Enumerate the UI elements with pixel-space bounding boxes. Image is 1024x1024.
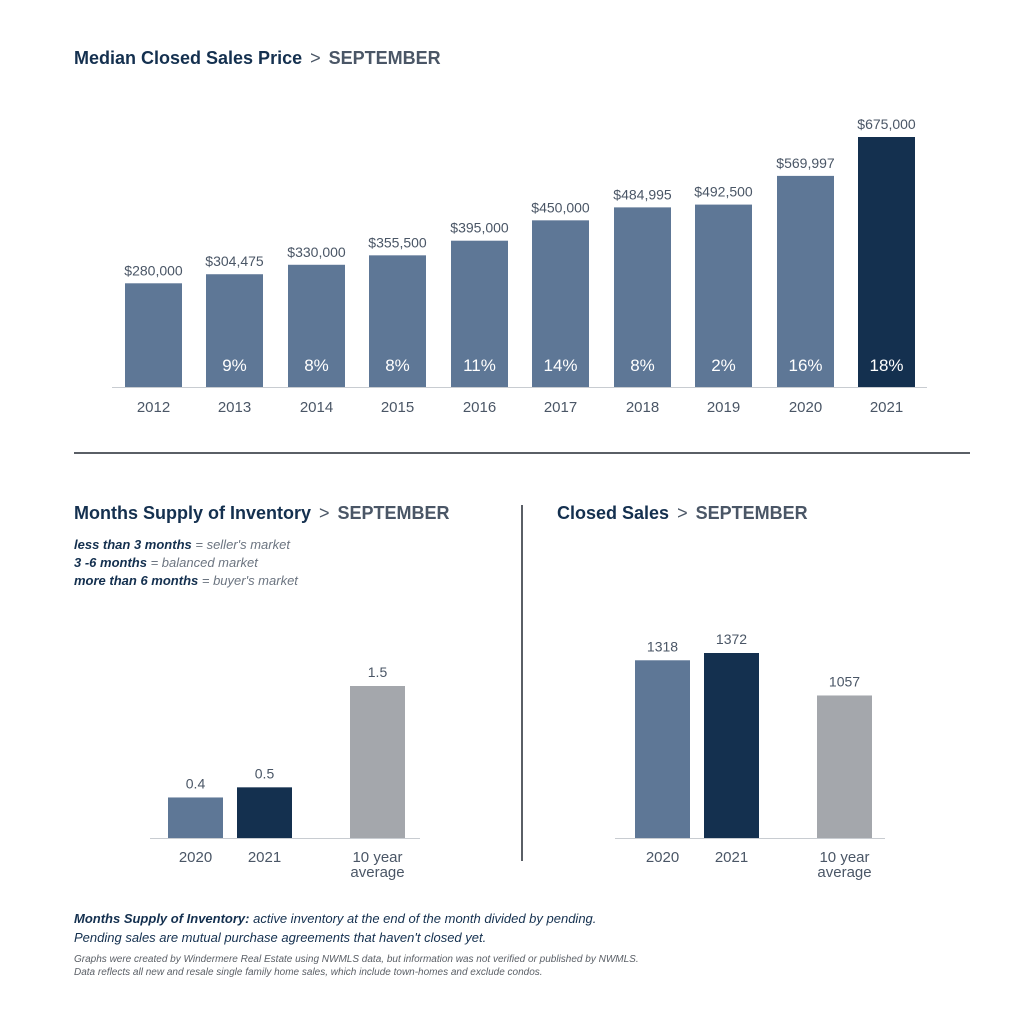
sales-bar-2: [817, 695, 872, 838]
price-bar-2020: [777, 175, 834, 387]
sales-value-label: 1318: [647, 638, 678, 654]
price-pct-change-label: 18%: [869, 356, 903, 375]
price-bar-2015: [369, 255, 426, 387]
price-bar-2018: [614, 207, 671, 387]
price-pct-change-label: 9%: [222, 356, 247, 375]
price-value-label: $450,000: [531, 199, 590, 215]
legend-balanced: 3 -6 months = balanced market: [74, 555, 258, 570]
supply-value-label: 0.5: [255, 765, 275, 781]
footnote-scope: Data reflects all new and resale single …: [74, 967, 543, 978]
price-bar-2014: [288, 264, 345, 387]
footnote: Months Supply of Inventory: active inven…: [74, 909, 974, 979]
supply-category-label: 10 year: [352, 849, 402, 866]
title-separator: >: [319, 503, 330, 523]
price-year-label: 2018: [626, 399, 659, 416]
price-bar-2013: [206, 274, 263, 387]
price-year-label: 2013: [218, 399, 251, 416]
months-supply-title-text: Months Supply of Inventory: [74, 503, 311, 523]
legend-seller: less than 3 months = seller's market: [74, 537, 290, 552]
price-bar-2016: [451, 240, 508, 387]
price-value-label: $330,000: [287, 244, 346, 260]
sales-value-label: 1057: [829, 673, 860, 689]
closed-sales-title: Closed Sales > SEPTEMBER: [557, 503, 808, 524]
price-value-label: $675,000: [857, 116, 916, 132]
median-price-month: SEPTEMBER: [328, 48, 441, 68]
price-year-label: 2019: [707, 399, 740, 416]
median-price-title-text: Median Closed Sales Price: [74, 48, 303, 68]
price-value-label: $569,997: [776, 155, 835, 171]
price-year-label: 2017: [544, 399, 577, 416]
supply-category-label: 2020: [179, 849, 212, 866]
sales-value-label: 1372: [716, 631, 747, 647]
price-value-label: $280,000: [124, 262, 183, 278]
title-separator: >: [310, 48, 321, 68]
supply-value-label: 0.4: [186, 775, 206, 791]
price-bar-2021: [858, 137, 915, 387]
sales-category-label: 10 year: [819, 849, 869, 866]
supply-bar-0: [168, 797, 223, 838]
footnote-source: Graphs were created by Windermere Real E…: [74, 954, 639, 965]
footnote-line-1: Months Supply of Inventory: active inven…: [74, 911, 597, 926]
months-supply-title: Months Supply of Inventory > SEPTEMBER: [74, 503, 450, 524]
price-value-label: $304,475: [205, 253, 264, 269]
price-pct-change-label: 8%: [630, 356, 655, 375]
price-year-label: 2021: [870, 399, 903, 416]
price-year-label: 2014: [300, 399, 333, 416]
price-year-label: 2020: [789, 399, 822, 416]
median-price-chart: $280,000 2012 $304,475 9% 2013 $330,000 8% 2014…: [112, 116, 927, 416]
supply-value-label: 1.5: [368, 664, 388, 680]
price-value-label: $355,500: [368, 234, 427, 250]
supply-category-label: 2021: [248, 849, 281, 866]
price-pct-change-label: 16%: [788, 356, 822, 375]
closed-sales-title-text: Closed Sales: [557, 503, 670, 523]
price-year-label: 2015: [381, 399, 414, 416]
supply-category-label: average: [350, 864, 404, 881]
closed-sales-month: SEPTEMBER: [695, 503, 808, 523]
price-bar-2012: [125, 283, 182, 387]
sales-bar-1: [704, 653, 759, 838]
sales-category-label: 2020: [646, 849, 679, 866]
supply-bar-1: [237, 787, 292, 838]
median-price-title: Median Closed Sales Price > SEPTEMBER: [74, 48, 441, 69]
section-divider: [74, 452, 970, 454]
price-year-label: 2012: [137, 399, 170, 416]
sales-category-label: 2021: [715, 849, 748, 866]
price-pct-change-label: 2%: [711, 356, 736, 375]
price-pct-change-label: 11%: [463, 356, 496, 375]
price-value-label: $484,995: [613, 186, 672, 202]
vertical-divider: [521, 505, 523, 861]
price-pct-change-label: 8%: [385, 356, 410, 375]
supply-bar-2: [350, 686, 405, 838]
sales-bar-0: [635, 660, 690, 838]
price-year-label: 2016: [463, 399, 496, 416]
price-bar-2017: [532, 220, 589, 387]
months-supply-month: SEPTEMBER: [337, 503, 450, 523]
legend-buyer: more than 6 months = buyer's market: [74, 573, 298, 588]
price-pct-change-label: 14%: [543, 356, 577, 375]
market-legend: less than 3 months = seller's market 3 -…: [74, 536, 298, 590]
price-pct-change-label: 8%: [304, 356, 329, 375]
price-value-label: $492,500: [694, 184, 753, 200]
title-separator: >: [677, 503, 688, 523]
price-value-label: $395,000: [450, 220, 509, 236]
footnote-line-2: Pending sales are mutual purchase agreem…: [74, 930, 487, 945]
sales-category-label: average: [817, 864, 871, 881]
price-bar-2019: [695, 204, 752, 387]
